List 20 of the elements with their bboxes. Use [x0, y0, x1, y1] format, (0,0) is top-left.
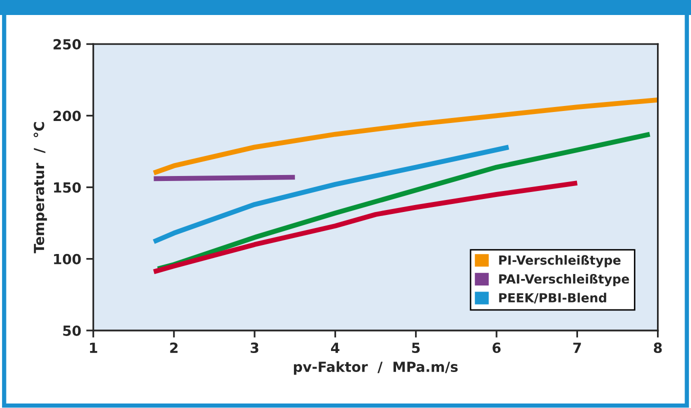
line-series: [151, 144, 512, 244]
y-tick-label: 250: [54, 39, 81, 50]
x-tick-label: 4: [331, 342, 340, 353]
x-tick-label: 3: [250, 342, 258, 354]
y-axis-title: Temperatur / °C: [34, 122, 47, 254]
x-tick-label: 6: [492, 342, 501, 354]
x-tick-label: 7: [573, 342, 581, 353]
legend-label: PEEK/PBI-Blend: [499, 292, 606, 304]
y-tick-label: 100: [54, 254, 81, 264]
x-tick-label: 2: [170, 342, 178, 353]
x-tick-label: 1: [90, 342, 98, 353]
x-axis-title: pv-Faktor / MPa.m/s: [294, 361, 458, 375]
x-tick-label: 5: [412, 342, 420, 354]
y-tick-label: 150: [54, 182, 81, 193]
y-tick-label: 200: [54, 110, 81, 122]
legend-label: PI-Verschleißtype: [499, 255, 621, 268]
line-series: [151, 97, 658, 176]
x-tick-label: 8: [654, 342, 662, 354]
y-tick-label: 50: [63, 325, 81, 336]
legend-label: PAI-Verschleißtype: [499, 274, 630, 286]
